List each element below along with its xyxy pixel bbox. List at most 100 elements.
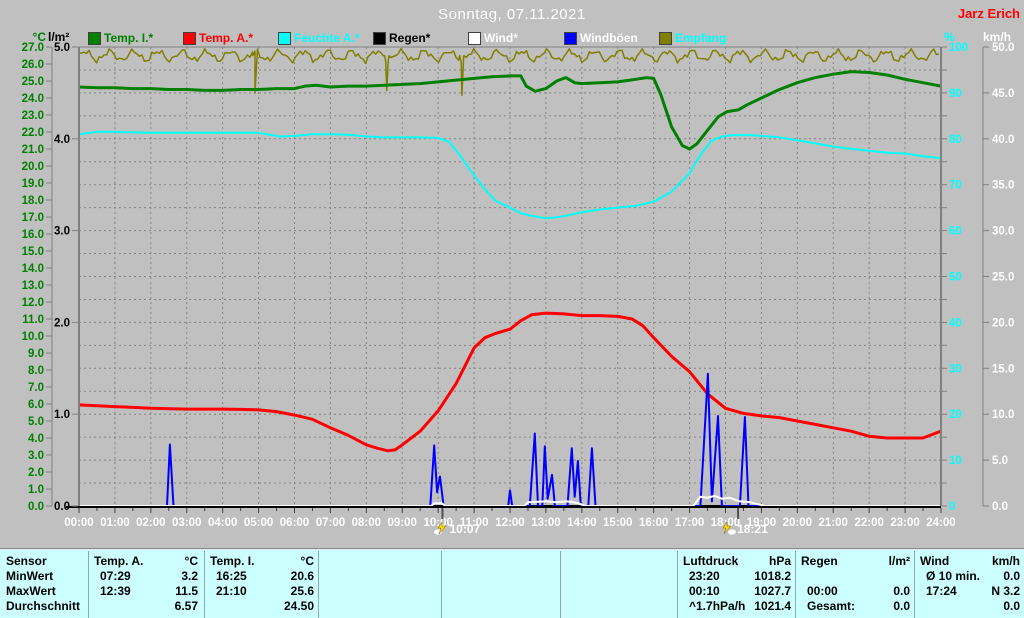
legend-swatch-temp-a — [183, 32, 196, 45]
axis-tick-label: 60 — [949, 226, 962, 238]
table-cell-temp-i-time-1: 21:10 — [216, 584, 247, 598]
table-cell-regen-value-1: 0.0 — [893, 584, 910, 598]
table-cell-temp-i-time-0: 16:25 — [216, 569, 247, 583]
axis-tick-label: 30.0 — [992, 226, 1014, 238]
table-cell-luftdruck-time-2: ^1.7hPa/h — [689, 599, 746, 613]
axis-tick-label: 22.0 — [22, 127, 44, 139]
axis-tick-label: 5.0 — [54, 42, 70, 54]
axis-tick-label: 15.0 — [22, 246, 44, 258]
table-cell-luftdruck-value-2: 1021.4 — [754, 599, 791, 613]
right-axis-unit-percent: % — [944, 30, 955, 44]
axis-tick-label: 20.0 — [22, 161, 44, 173]
axis-tick-label: 20:00 — [783, 517, 812, 529]
table-cell-luftdruck-time-0: 23:20 — [689, 569, 720, 583]
legend-label-regen: Regen* — [389, 31, 431, 45]
axis-tick-label: 24.0 — [22, 93, 44, 105]
axis-tick-label: 00:00 — [64, 517, 93, 529]
axis-tick-label: 11.0 — [22, 314, 44, 326]
axis-tick-label: 0 — [949, 501, 955, 513]
legend-label-temp-a: Temp. A.* — [199, 31, 254, 45]
series-empfang — [79, 48, 939, 96]
plot-border — [66, 46, 942, 508]
axis-tick-label: 0.0 — [28, 501, 44, 513]
table-cell-wind-value-0: 0.0 — [1003, 569, 1020, 583]
table-divider-4 — [560, 551, 561, 618]
axis-tick-label: 50.0 — [992, 42, 1014, 54]
axis-scales: 0.0 1.0 2.0 3.0 4.0 5.0 6.0 7.0 8.0 9.0 10.0 11.0 12… — [22, 42, 1015, 513]
sunset-icon — [722, 521, 737, 535]
axis-tick-label: 15:00 — [603, 517, 632, 529]
axis-tick-label: 3.0 — [54, 226, 70, 238]
table-divider-0 — [88, 551, 89, 618]
legend-swatch-windböen — [564, 32, 577, 45]
table-col-header-luftdruck: Luftdruck — [683, 554, 739, 568]
axis-tick-label: 14:00 — [567, 517, 596, 529]
axis-tick-label: 0.0 — [54, 501, 70, 513]
table-cell-temp-a-time-0: 07:29 — [100, 569, 131, 583]
table-cell-regen-time-2: Gesamt: — [807, 599, 856, 613]
axis-tick-label: 07:00 — [316, 517, 345, 529]
axis-tick-label: 11:00 — [460, 517, 489, 529]
table-row-label-sensor: Sensor — [6, 554, 47, 568]
axis-tick-label: 03:00 — [172, 517, 201, 529]
axis-tick-label: 0.0 — [992, 501, 1008, 513]
series-feuchte-a — [79, 130, 941, 220]
axis-tick-label: 70 — [949, 180, 962, 192]
legend-label-temp-i: Temp. I.* — [104, 31, 154, 45]
axis-tick-label: 04:00 — [208, 517, 237, 529]
axis-tick-label: 08:00 — [352, 517, 381, 529]
legend-swatch-regen — [373, 32, 386, 45]
legend-label-feuchte-a: Feuchte A.* — [294, 31, 360, 45]
axis-tick-label: 12.0 — [22, 297, 44, 309]
table-col-unit-temp-i: °C — [300, 554, 314, 568]
weather-chart: 0.0 1.0 2.0 3.0 4.0 5.0 6.0 7.0 8.0 9.0 10.0 11.0 12… — [22, 42, 1015, 529]
axis-tick-label: 1.0 — [28, 484, 44, 496]
table-cell-wind-value-2: 0.0 — [1003, 599, 1020, 613]
table-cell-wind-time-0: Ø 10 min. — [926, 569, 981, 583]
axis-tick-label: 35.0 — [992, 180, 1014, 192]
axis-tick-label: 13:00 — [531, 517, 560, 529]
axis-tick-label: 14.0 — [22, 263, 44, 275]
legend-swatch-feuchte-a — [278, 32, 291, 45]
table-divider-5 — [677, 551, 678, 618]
series-temp-i — [79, 70, 941, 151]
axis-tick-label: 23.0 — [22, 110, 44, 122]
table-cell-regen-time-1: 00:00 — [807, 584, 838, 598]
axis-tick-label: 100 — [949, 42, 968, 54]
sunset-marker: 18:21 — [722, 521, 768, 536]
axis-tick-label: 23:00 — [890, 517, 919, 529]
axis-tick-label: 13.0 — [22, 280, 44, 292]
legend-label-windböen: Windböen — [580, 31, 638, 45]
table-divider-1 — [204, 551, 205, 618]
axis-tick-label: 3.0 — [28, 450, 44, 462]
axis-tick-label: 22:00 — [854, 517, 883, 529]
axis-tick-label: 21.0 — [22, 144, 44, 156]
axis-tick-label: 2.0 — [28, 467, 44, 479]
axis-tick-label: 09:00 — [388, 517, 417, 529]
table-col-header-temp-i: Temp. I. — [210, 554, 255, 568]
axis-tick-label: 12:00 — [495, 517, 524, 529]
axis-tick-label: 7.0 — [28, 382, 44, 394]
table-col-unit-regen: l/m² — [888, 554, 910, 568]
table-cell-luftdruck-value-1: 1027.7 — [754, 584, 791, 598]
axis-tick-label: 40.0 — [992, 134, 1014, 146]
axis-tick-label: 25.0 — [22, 76, 44, 88]
table-cell-wind-time-1: 17:24 — [926, 584, 957, 598]
axis-tick-label: 15.0 — [992, 363, 1014, 375]
axis-tick-label: 2.0 — [54, 317, 70, 329]
series-wind — [79, 494, 941, 506]
axis-tick-label: 16:00 — [639, 517, 668, 529]
table-row-label-maxwert: MaxWert — [6, 584, 56, 598]
table-col-unit-luftdruck: hPa — [768, 554, 791, 568]
axis-tick-label: 27.0 — [22, 42, 44, 54]
table-col-header-regen: Regen — [801, 554, 838, 568]
table-cell-temp-i-value-2: 24.50 — [283, 599, 314, 613]
sunrise-icon — [434, 521, 448, 535]
axis-tick-label: 4.0 — [54, 134, 70, 146]
series-windböen — [79, 372, 941, 506]
axis-tick-label: 1.0 — [54, 409, 70, 421]
axis-tick-label: 5.0 — [28, 416, 44, 428]
axis-tick-label: 4.0 — [28, 433, 44, 445]
table-cell-temp-a-value-1: 11.5 — [175, 584, 198, 598]
